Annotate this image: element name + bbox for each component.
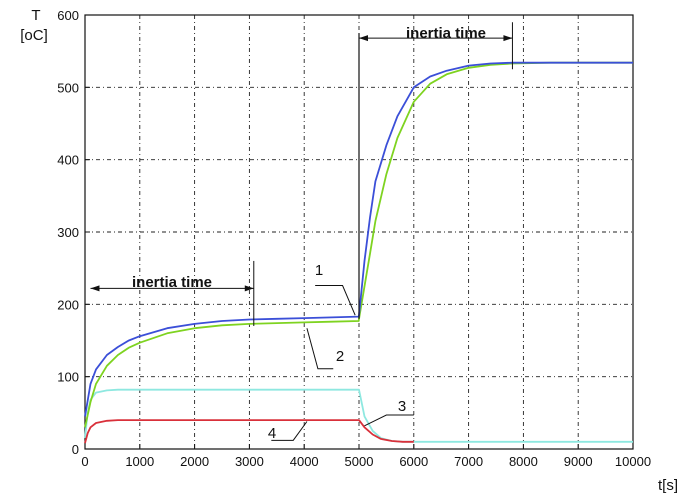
curve-label-4: 4	[268, 425, 276, 442]
series-line-2	[84, 61, 633, 428]
y-tick-label: 500	[57, 80, 79, 95]
axes: 0 1000 2000 3000 4000 5000 6000 7000 8000 9000 100…	[57, 8, 651, 469]
x-tick-label: 2000	[180, 454, 209, 469]
leader-line-4	[271, 421, 308, 441]
y-tick-label: 200	[57, 297, 79, 312]
curve-label-2: 2	[336, 348, 344, 365]
y-axis-label: T	[31, 7, 40, 24]
leader-line-1	[315, 285, 356, 316]
x-tick-label: 8000	[509, 454, 538, 469]
y-tick-label: 300	[57, 225, 79, 240]
arrow-head-right	[244, 285, 254, 292]
y-tick-label: 400	[57, 153, 79, 168]
x-tick-label: 0	[81, 454, 88, 469]
x-tick-label: 7000	[454, 454, 483, 469]
arrow-head-left	[359, 35, 368, 42]
series-line-3	[84, 388, 633, 443]
annotations	[90, 22, 513, 441]
arrow-head-right	[503, 35, 513, 42]
leader-line-3	[364, 414, 414, 427]
arrow-head-left	[90, 285, 100, 292]
annotation-inertia-right: inertia time	[406, 25, 486, 42]
y-axis-unit: [oC]	[20, 27, 48, 44]
x-tick-label: 1000	[125, 454, 154, 469]
x-tick-label: 4000	[290, 454, 319, 469]
series-line-4	[84, 419, 414, 444]
inertia-arrow-1	[90, 285, 254, 292]
x-tick-label: 9000	[564, 454, 593, 469]
x-tick-label: 6000	[399, 454, 428, 469]
curve-label-1: 1	[315, 262, 323, 279]
leader-line-2	[306, 328, 334, 370]
annotation-inertia-left: inertia time	[132, 274, 212, 291]
x-axis-label: t[s]	[658, 477, 678, 494]
inertia-arrow-2	[359, 35, 513, 42]
x-tick-label: 10000	[615, 454, 651, 469]
curve-label-3: 3	[398, 398, 406, 415]
x-tick-label: 3000	[235, 454, 264, 469]
y-tick-label: 100	[57, 370, 79, 385]
y-tick-label: 600	[57, 8, 79, 23]
y-tick-label: 0	[72, 442, 79, 457]
grid	[85, 15, 633, 449]
x-tick-label: 5000	[345, 454, 374, 469]
